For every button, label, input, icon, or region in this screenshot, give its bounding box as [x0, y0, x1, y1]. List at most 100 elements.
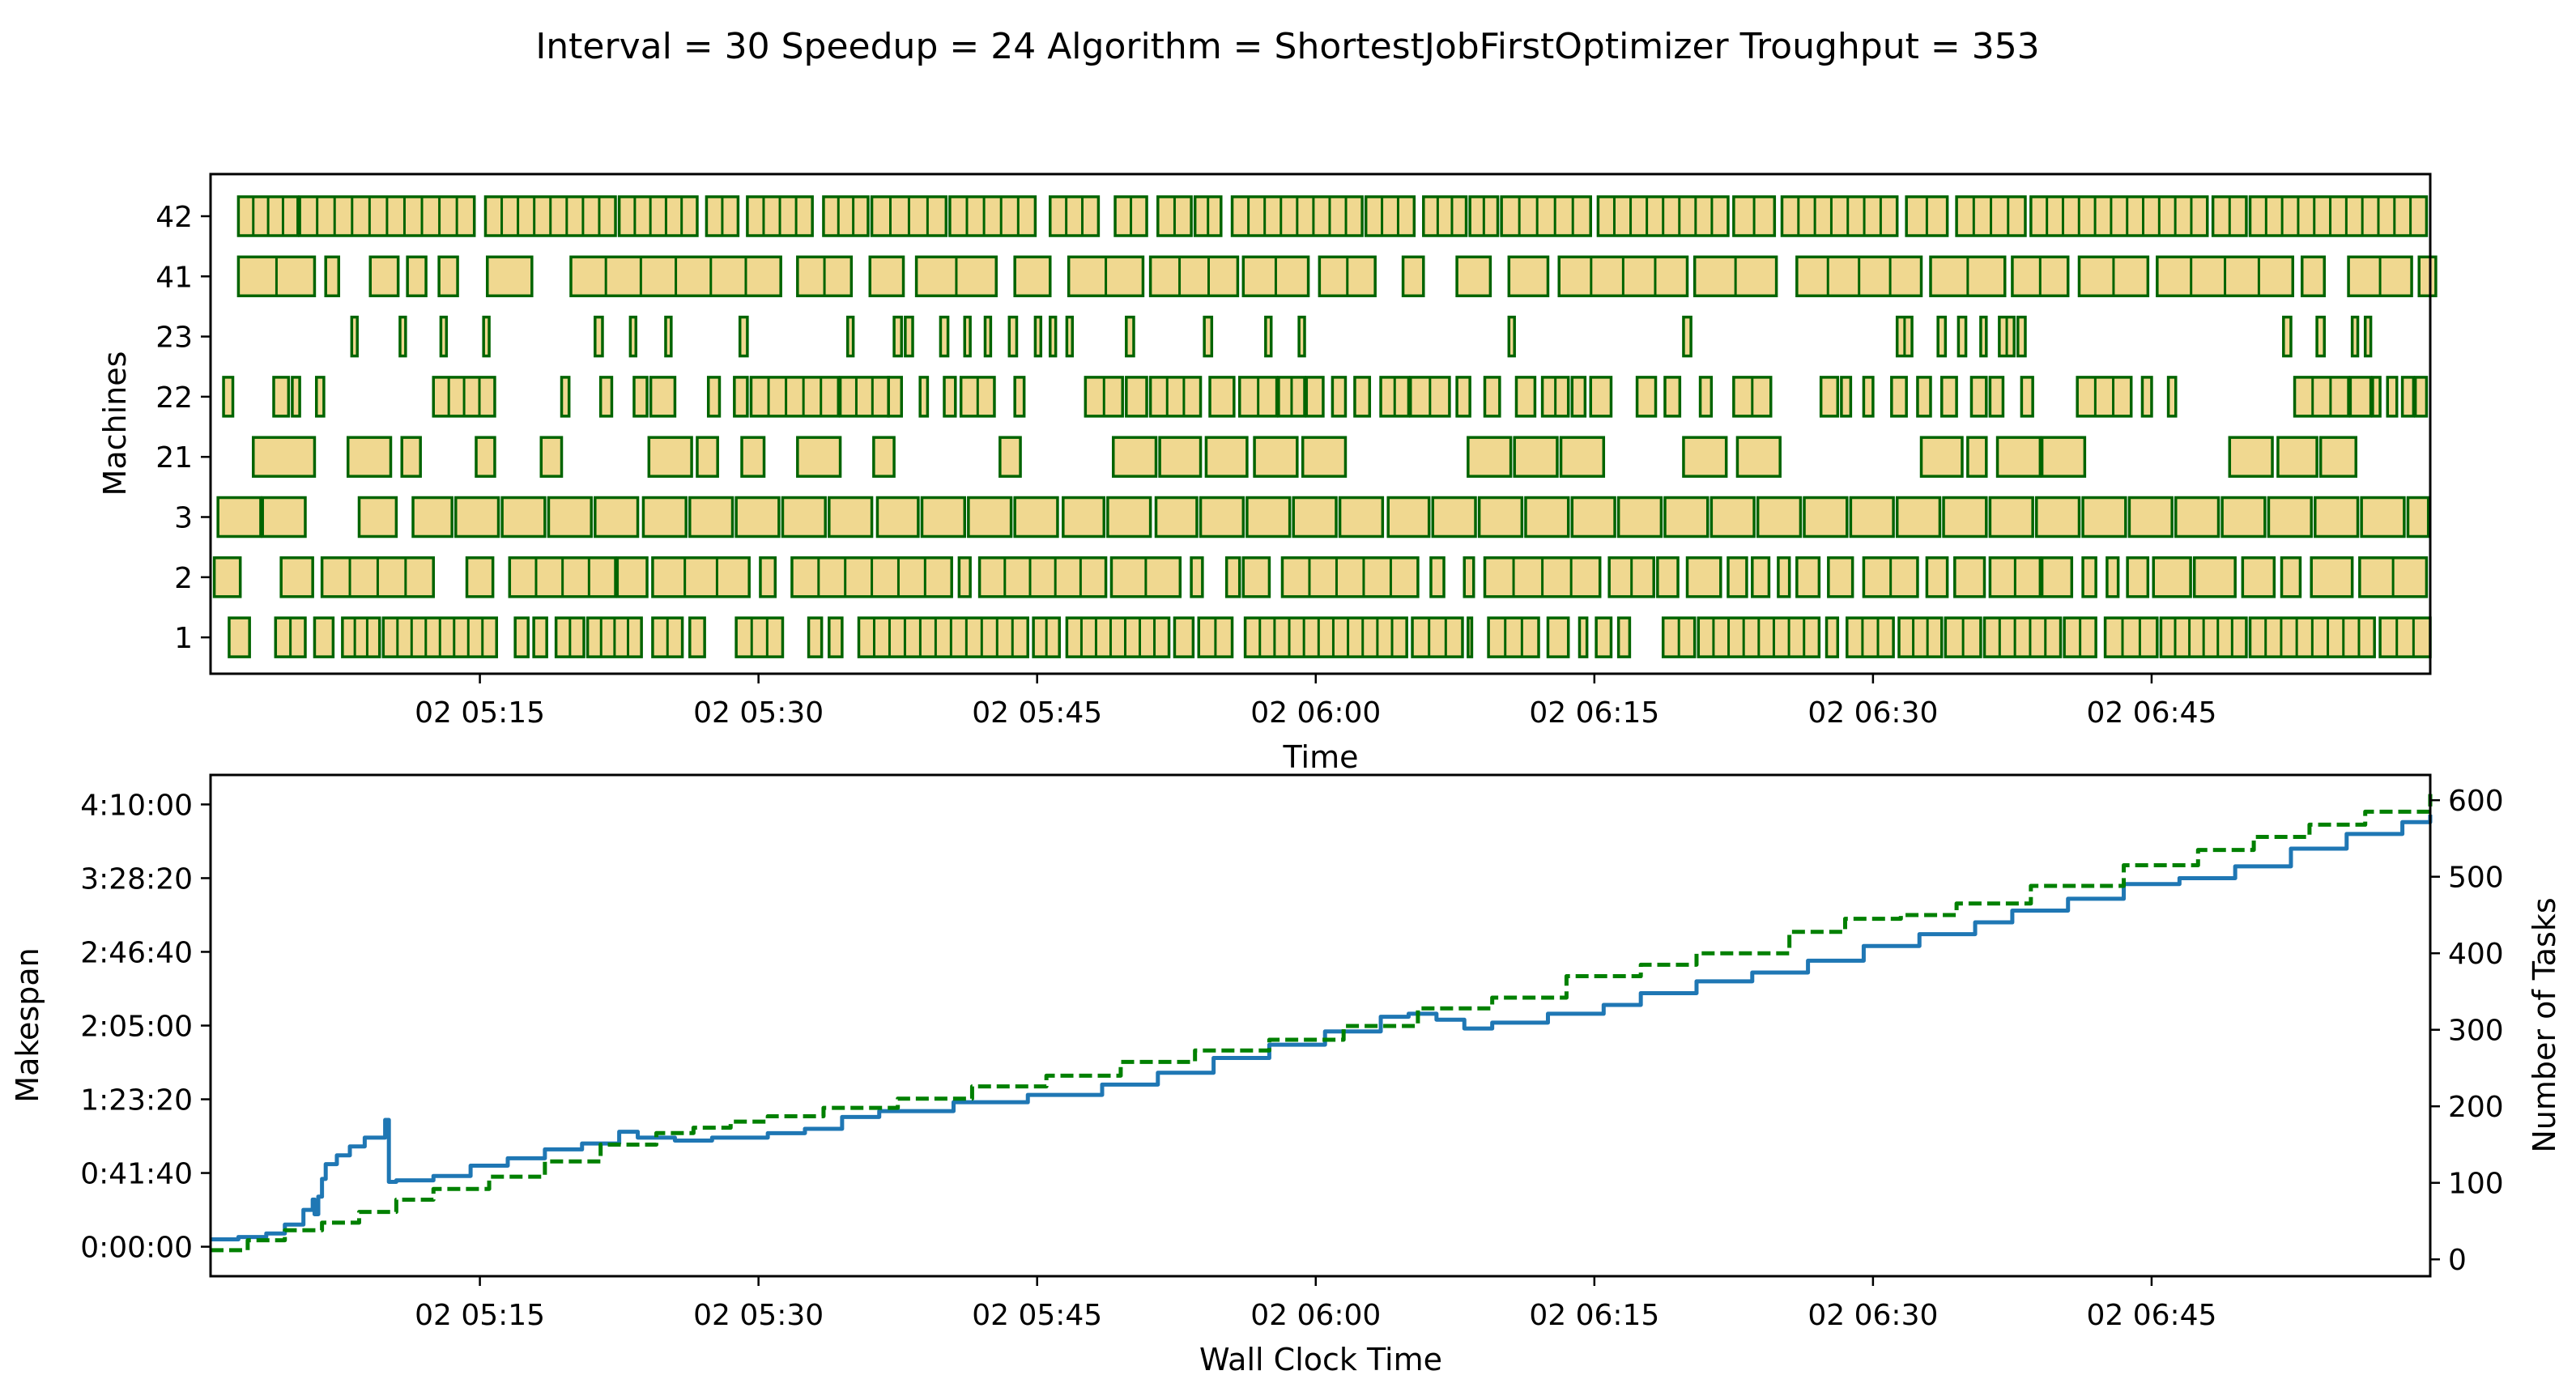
line-x-tick-label: 02 06:15 [1529, 1299, 1659, 1332]
gantt-block [647, 436, 693, 478]
gantt-row-21 [252, 436, 2358, 478]
gantt-block [1756, 496, 1803, 538]
gantt-block [2140, 376, 2153, 418]
gantt-block [983, 315, 993, 358]
gantt-block [2126, 556, 2150, 598]
gantt-block [1158, 436, 1203, 478]
gantt-block [222, 376, 235, 418]
gantt-row-22 [222, 376, 2429, 418]
gantt-block [2106, 556, 2120, 598]
gantt-block [411, 496, 453, 538]
gantt-block [1780, 195, 1899, 237]
gantt-block [2220, 496, 2267, 538]
gantt-block [2378, 616, 2432, 658]
gantt-block [649, 376, 677, 418]
gantt-block [1007, 315, 1019, 358]
gantt-block [1570, 496, 1616, 538]
gantt-block [1897, 616, 1944, 658]
line-y-axis-label-left: Makespan [10, 947, 45, 1102]
gantt-block [1431, 496, 1477, 538]
gantt-block [1979, 315, 1988, 358]
gantt-block [1243, 616, 1408, 658]
gantt-block [212, 556, 242, 598]
gantt-block [948, 195, 1037, 237]
gantt-block [486, 255, 534, 298]
gantt-block [1682, 315, 1692, 358]
gantt-block [2417, 255, 2438, 298]
gantt-block [1049, 315, 1058, 358]
gantt-block [828, 496, 874, 538]
gantt-block [2413, 376, 2429, 418]
line-left-y-ticks: 0:00:00 0:41:40 1:23:20 2:05:00 2:46:40 3:28:… [80, 789, 211, 1265]
gantt-block [943, 376, 957, 418]
gantt-block [1616, 616, 1632, 658]
gantt-block [2267, 496, 2313, 538]
gantt-block [1925, 556, 1949, 598]
gantt-block [1386, 496, 1431, 538]
line-right-y-tick-label: 400 [2448, 938, 2504, 971]
gantt-block [1578, 616, 1589, 658]
gantt-block [1514, 376, 1537, 418]
gantt-block [1589, 376, 1613, 418]
gantt-block [1507, 315, 1516, 358]
gantt-block [632, 376, 649, 418]
gantt-block [1065, 315, 1075, 358]
makespan-line-chart: 0:00:00 0:41:40 1:23:20 2:05:00 2:46:40 3:28:… [10, 773, 2562, 1377]
gantt-block [314, 376, 326, 418]
gantt-block [1292, 496, 1338, 538]
gantt-block [920, 496, 967, 538]
gantt-block [963, 315, 972, 358]
gantt-block [2040, 556, 2074, 598]
gantt-block [2020, 376, 2034, 418]
gantt-row-2 [212, 556, 2429, 598]
gantt-block [368, 255, 400, 298]
line-x-ticks: 02 05:15 02 05:30 02 05:45 02 06:00 02 06:15… [415, 1276, 2216, 1332]
gantt-block [2228, 436, 2274, 478]
gantt-block [2174, 496, 2220, 538]
gantt-block [2318, 436, 2358, 478]
gantt-block [1710, 496, 1756, 538]
gantt-block [1524, 496, 1570, 538]
gantt-block [857, 616, 1029, 658]
gantt-block [2276, 436, 2318, 478]
gantt-block [2248, 195, 2429, 237]
gantt-block [1982, 616, 2063, 658]
line-right-y-tick-label: 0 [2448, 1244, 2467, 1277]
gantt-block [513, 616, 530, 658]
gantt-block [272, 376, 291, 418]
gantt-block [482, 315, 491, 358]
gantt-y-tick-label: 21 [155, 441, 193, 475]
gantt-block [1956, 315, 1968, 358]
gantt-row-23 [350, 315, 2373, 358]
gantt-block [1364, 195, 1416, 237]
gantt-block [734, 616, 785, 658]
gantt-block [2127, 496, 2174, 538]
gantt-block [807, 616, 824, 658]
gantt-block [998, 436, 1022, 478]
line-left-y-tick-label: 2:46:40 [80, 936, 193, 969]
gantt-block [2348, 376, 2373, 418]
gantt-block [1401, 255, 1425, 298]
gantt-block [1663, 496, 1710, 538]
gantt-block [1204, 436, 1249, 478]
gantt-block [1940, 376, 1958, 418]
gantt-block [1297, 315, 1306, 358]
line-left-y-tick-label: 2:05:00 [80, 1011, 193, 1044]
gantt-block [1685, 556, 1722, 598]
gantt-block [475, 436, 496, 478]
gantt-block [688, 616, 706, 658]
gantt-block [1013, 255, 1052, 298]
gantt-block [2350, 315, 2360, 358]
line-series-group [211, 794, 2433, 1253]
gantt-block [2034, 496, 2081, 538]
gantt-block [2293, 376, 2350, 418]
gantt-block [1245, 496, 1292, 538]
gantt-block [454, 496, 500, 538]
gantt-block [2310, 556, 2354, 598]
gantt-block [1455, 376, 1471, 418]
gantt-block [1919, 436, 1964, 478]
gantt-block [216, 496, 262, 538]
gantt-block [1795, 556, 1821, 598]
gantt-block [1635, 376, 1658, 418]
gantt-task-boxes [212, 195, 2438, 658]
